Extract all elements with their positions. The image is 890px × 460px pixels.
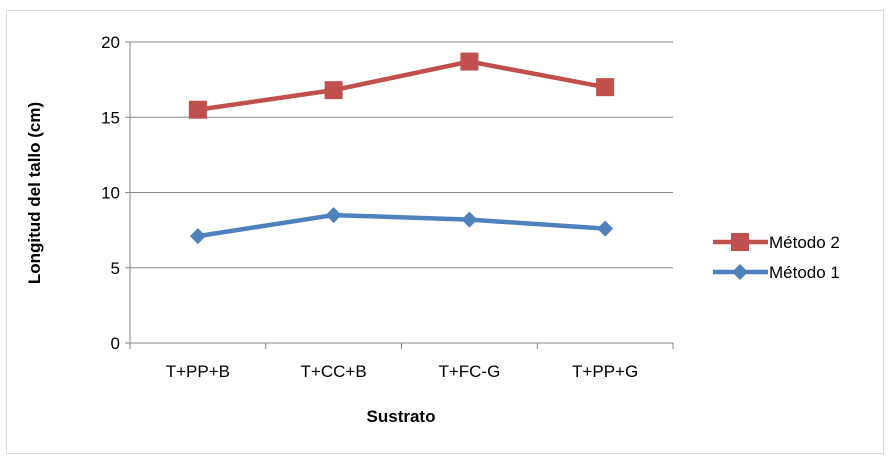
series-group <box>188 52 615 245</box>
series-1 <box>188 52 615 119</box>
data-point-marker <box>324 81 343 100</box>
chart-frame <box>6 10 884 454</box>
legend-item: Método 2 <box>713 233 840 252</box>
x-tick-label: T+PP+B <box>166 362 230 381</box>
data-point-marker <box>460 52 479 71</box>
legend-label: Método 1 <box>769 263 840 282</box>
legend-item: Método 1 <box>713 263 840 282</box>
series-2 <box>189 207 614 245</box>
data-point-marker <box>732 264 748 280</box>
data-point-marker <box>189 228 206 245</box>
data-point-marker <box>731 233 749 251</box>
y-tick-label: 20 <box>101 33 120 52</box>
y-tick-label: 0 <box>111 334 120 353</box>
y-tick-label: 5 <box>111 259 120 278</box>
series-line <box>197 59 606 112</box>
data-point-marker <box>188 100 207 119</box>
legend: Método 2 Método 1 <box>713 233 840 282</box>
gridlines <box>130 41 673 269</box>
x-tick-label: T+PP+G <box>572 362 638 381</box>
data-point-marker <box>597 220 614 237</box>
x-axis-ticks: T+PP+B T+CC+B T+FC-G T+PP+G <box>129 343 674 381</box>
x-axis-title: Sustrato <box>367 407 436 426</box>
series-line <box>197 212 606 239</box>
data-point-marker <box>596 78 615 97</box>
y-axis-ticks: 0 5 10 15 20 <box>101 33 130 353</box>
y-axis-title: Longitud del tallo (cm) <box>25 102 44 284</box>
data-point-marker <box>325 207 342 224</box>
y-tick-label: 15 <box>101 108 120 127</box>
legend-label: Método 2 <box>769 233 840 252</box>
y-tick-label: 10 <box>101 184 120 203</box>
data-point-marker <box>461 211 478 228</box>
x-tick-label: T+FC-G <box>438 362 500 381</box>
x-tick-label: T+CC+B <box>301 362 367 381</box>
